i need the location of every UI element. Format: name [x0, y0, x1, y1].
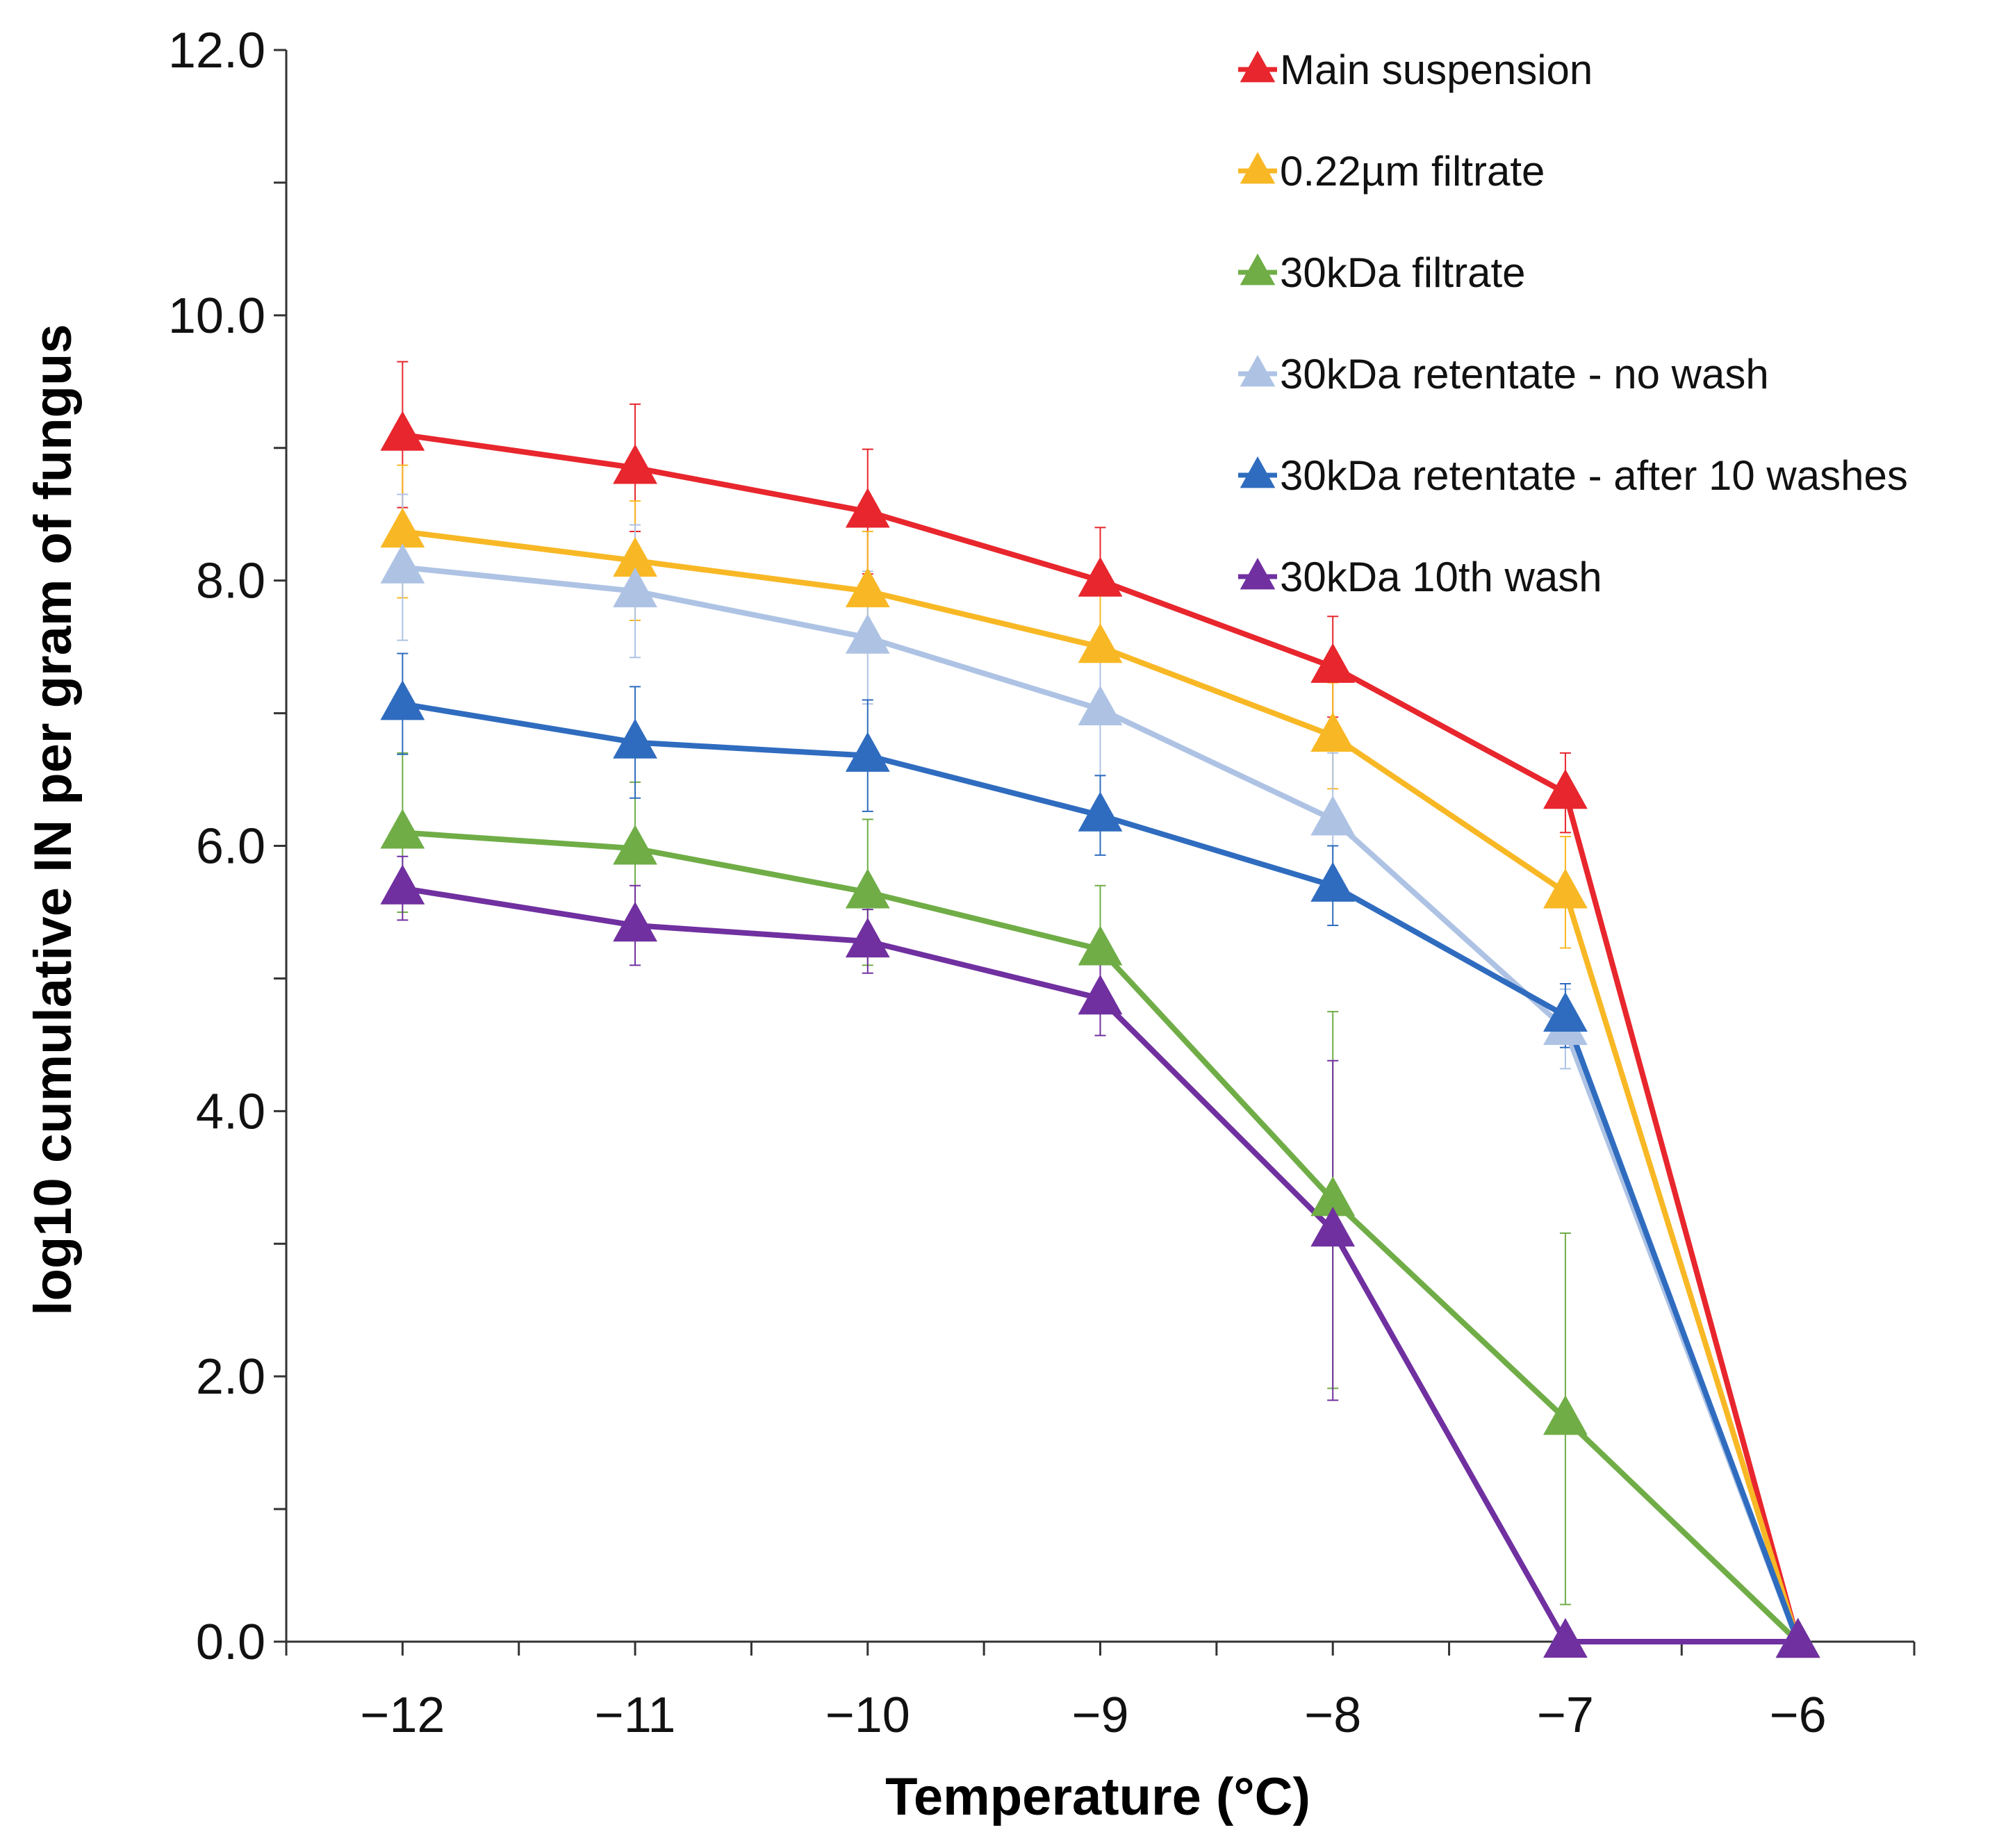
data-point: [1078, 791, 1123, 832]
data-point: [380, 809, 425, 849]
data-point: [613, 718, 657, 759]
data-point: [613, 825, 657, 865]
x-axis-title: Temperature (°C): [885, 1767, 1310, 1826]
legend-entry-label: 30kDa retentate - no wash: [1280, 351, 1769, 397]
legend-swatch-marker: [1240, 354, 1276, 387]
y-tick-label: 4.0: [196, 1084, 265, 1139]
data-point: [845, 732, 890, 772]
data-point: [613, 567, 657, 608]
data-point: [380, 864, 425, 905]
axes: 0.0 2.0 4.0 6.0 8.0 10.0 12.0 −12 −11 −10 −9 −8 −7 −6: [168, 23, 1916, 1743]
data-point: [1543, 768, 1588, 809]
data-point: [1310, 861, 1356, 902]
data-point: [1078, 974, 1123, 1015]
data-point: [1078, 622, 1123, 663]
data-point: [1078, 685, 1123, 725]
data-point: [1078, 925, 1123, 966]
data-point: [1310, 795, 1356, 836]
legend-entry-label: 30kDa retentate - after 10 washes: [1280, 452, 1908, 499]
data-point: [1310, 643, 1356, 683]
data-point: [845, 488, 890, 528]
data-point: [845, 567, 890, 608]
y-tick-label: 10.0: [168, 288, 265, 344]
data-point: [1543, 868, 1588, 909]
legend: Main suspension 0.22µm filtrate 30kDa filt…: [1238, 47, 1908, 600]
legend-swatch-marker: [1240, 456, 1276, 488]
x-tick-label: −12: [360, 1688, 445, 1743]
y-tick-label: 2.0: [196, 1349, 265, 1405]
legend-swatch-marker: [1240, 50, 1276, 83]
data-point: [380, 543, 425, 584]
data-point: [1543, 1617, 1588, 1658]
data-point: [1310, 711, 1356, 752]
legend-swatch-marker: [1240, 253, 1276, 286]
legend-entry-label: 0.22µm filtrate: [1280, 148, 1545, 195]
series-markers: [380, 411, 1820, 1658]
data-point: [613, 901, 657, 942]
x-tick-label: −6: [1770, 1688, 1827, 1743]
data-point: [1543, 991, 1588, 1032]
x-tick-label: −10: [825, 1688, 910, 1743]
data-point: [1078, 556, 1123, 597]
legend-entry-label: 30kDa filtrate: [1280, 249, 1526, 296]
x-tick-label: −11: [595, 1688, 676, 1743]
legend-swatch-marker: [1240, 557, 1276, 590]
legend-entry-label: 30kDa 10th wash: [1280, 554, 1602, 600]
data-point: [380, 680, 425, 720]
data-point: [1310, 1206, 1356, 1247]
data-point: [613, 444, 657, 484]
y-axis-title: log10 cumulative IN per gram of fungus: [24, 324, 83, 1315]
data-point: [380, 411, 425, 451]
data-point: [1775, 1617, 1820, 1658]
y-tick-label: 12.0: [168, 23, 265, 79]
data-point: [845, 917, 890, 958]
x-tick-label: −9: [1071, 1688, 1128, 1743]
y-tick-label: 6.0: [196, 819, 265, 875]
data-point: [845, 613, 890, 654]
x-tick-label: −8: [1304, 1688, 1361, 1743]
data-point: [1310, 1176, 1356, 1216]
y-tick-label: 0.0: [196, 1615, 265, 1670]
data-point: [845, 868, 890, 909]
legend-entry-label: Main suspension: [1280, 47, 1593, 93]
legend-swatch-marker: [1240, 151, 1276, 184]
data-point: [380, 507, 425, 548]
y-tick-label: 8.0: [196, 554, 265, 609]
data-point: [1543, 1395, 1588, 1435]
data-point: [613, 536, 657, 577]
x-tick-label: −7: [1537, 1688, 1594, 1743]
